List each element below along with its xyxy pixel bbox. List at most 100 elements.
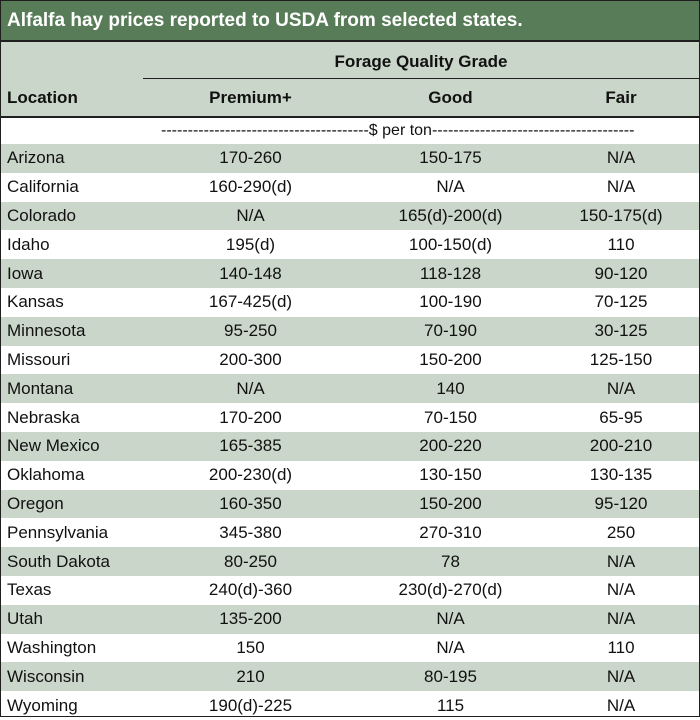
cell-location: Wyoming [7,695,78,715]
cell-good: 100-190 [419,292,482,312]
header-divider [1,116,699,118]
cell-good: 200-220 [419,436,482,456]
cell-fair: N/A [606,580,636,600]
cell-location: Minnesota [7,321,86,341]
cell-fair: N/A [606,148,636,168]
cell-fair: 70-125 [594,292,648,312]
table-row: Missouri 200-300 150-200 125-150 [1,346,699,375]
cell-good: 80-195 [424,666,477,686]
cell-location: Colorado [7,205,76,225]
column-header-fair: Fair [605,88,637,107]
cell-premium: 95-250 [224,321,277,341]
cell-location: Oregon [7,493,64,513]
table-row: Washington 150 N/A 110 [1,634,699,663]
cell-location: Pennsylvania [7,522,109,542]
table-row: Wisconsin 210 80-195 N/A [1,662,699,692]
table-row: Arizona 170-260 150-175 N/A [1,144,699,173]
table-row: Pennsylvania 345-380 270-310 250 [1,518,699,547]
cell-good: N/A [436,609,465,629]
cell-fair: 250 [606,522,636,542]
cell-premium: 190(d)-225 [208,695,293,715]
cell-premium: N/A [236,378,265,398]
cell-location: South Dakota [7,551,111,571]
cell-premium: 240(d)-360 [208,580,293,600]
cell-location: Oklahoma [7,465,85,485]
cell-fair: N/A [606,695,636,715]
table-row: New Mexico 165-385 200-220 200-210 [1,431,699,461]
cell-good: N/A [436,637,465,657]
cell-location: Iowa [7,263,43,283]
cell-premium: 167-425(d) [208,292,293,312]
cell-premium: N/A [236,205,265,225]
cell-location: Missouri [7,349,71,369]
table-row: Montana N/A 140 N/A [1,374,699,404]
cell-good: 270-310 [419,522,482,542]
cell-good: N/A [436,177,465,197]
cell-fair: 110 [607,234,635,254]
cell-premium: 80-250 [224,551,277,571]
cell-location: Washington [7,637,97,657]
cell-good: 100-150(d) [408,234,493,254]
cell-good: 150-200 [419,349,482,369]
column-header-location: Location [7,88,78,107]
table-row: Oregon 160-350 150-200 95-120 [1,489,699,519]
table-row: Nebraska 170-200 70-150 65-95 [1,403,699,432]
cell-good: 165(d)-200(d) [398,205,503,225]
cell-location: Arizona [7,148,65,168]
cell-fair: 95-120 [594,493,648,513]
cell-location: Utah [7,609,43,629]
cell-fair: 150-175(d) [579,205,663,225]
table-body: Arizona 170-260 150-175 N/A California 160-29… [1,144,699,720]
cell-location: Kansas [7,292,64,312]
cell-good: 140 [436,378,465,398]
cell-location: Montana [7,378,74,398]
cell-location: Texas [7,580,52,600]
cell-premium: 135-200 [219,609,282,629]
cell-fair: 110 [607,637,635,657]
cell-premium: 170-260 [219,148,282,168]
table-row: Oklahoma 200-230(d) 130-150 130-135 [1,461,699,490]
cell-good: 150-175 [419,148,482,168]
cell-good: 78 [441,551,460,571]
cell-premium: 200-300 [219,349,282,369]
table-title: Alfalfa hay prices reported to USDA from… [1,1,699,42]
cell-premium: 165-385 [219,436,282,456]
table-row: Wyoming 190(d)-225 115 N/A [1,691,699,720]
cell-fair: N/A [606,177,636,197]
cell-premium: 345-380 [219,522,282,542]
cell-fair: 65-95 [599,407,643,427]
cell-location: Idaho [7,234,50,254]
cell-fair: N/A [606,666,636,686]
unit-row: ---------------------------------------$… [1,118,699,144]
cell-premium: 210 [236,666,265,686]
cell-premium: 160-350 [219,493,282,513]
table-row: South Dakota 80-250 78 N/A [1,547,699,576]
cell-premium: 160-290(d) [208,177,293,197]
cell-good: 115 [436,695,465,715]
cell-premium: 170-200 [219,407,282,427]
table-row: Iowa 140-148 118-128 90-120 [1,259,699,288]
cell-good: 150-200 [419,493,482,513]
cell-fair: 125-150 [589,349,653,369]
cell-good: 70-190 [424,321,477,341]
group-header-forage-quality: Forage Quality Grade [143,42,699,79]
table-row: Utah 135-200 N/A N/A [1,604,699,634]
table-row: Minnesota 95-250 70-190 30-125 [1,316,699,346]
cell-good: 70-150 [424,407,477,427]
table-row: Colorado N/A 165(d)-200(d) 150-175(d) [1,201,699,231]
column-header-good: Good [428,88,473,107]
table-row: Kansas 167-425(d) 100-190 70-125 [1,288,699,317]
cell-fair: 200-210 [589,436,653,456]
cell-good: 230(d)-270(d) [398,580,503,600]
cell-fair: N/A [606,378,636,398]
cell-fair: 30-125 [594,321,648,341]
table-row: California 160-290(d) N/A N/A [1,173,699,202]
cell-fair: N/A [606,609,636,629]
table-header: Forage Quality Grade Location Premium+ G… [1,42,699,116]
column-header-premium: Premium+ [209,88,292,107]
cell-premium: 200-230(d) [208,465,293,485]
cell-premium: 140-148 [219,263,282,283]
cell-good: 130-150 [419,465,482,485]
cell-premium: 150 [236,637,265,657]
